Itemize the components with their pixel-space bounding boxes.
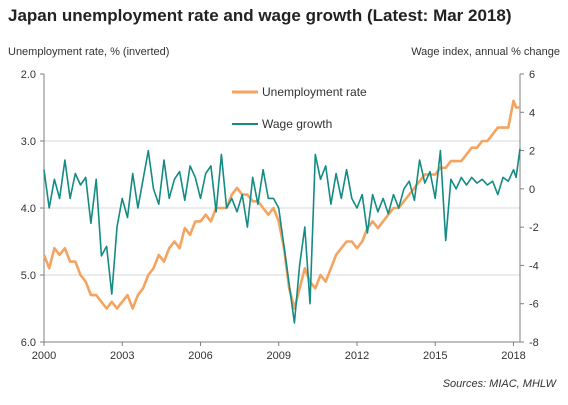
left-tick-label: 4.0 <box>21 203 36 215</box>
x-tick-label: 2015 <box>423 350 447 362</box>
legend-label-wage: Wage growth <box>262 117 332 131</box>
source-note: Sources: MIAC, MHLW <box>442 378 556 390</box>
x-tick-label: 2012 <box>345 350 369 362</box>
left-tick-label: 3.0 <box>21 136 36 148</box>
right-tick-label: -6 <box>529 299 539 311</box>
right-tick-label: 0 <box>529 184 535 196</box>
right-tick-label: 6 <box>529 69 535 81</box>
chart-title: Japan unemployment rate and wage growth … <box>8 6 512 25</box>
legend-label-unemployment: Unemployment rate <box>262 85 367 99</box>
right-axis-label: Wage index, annual % change <box>411 46 560 58</box>
x-tick-label: 2009 <box>266 350 290 362</box>
right-tick-label: -4 <box>529 260 539 272</box>
wage-growth-line <box>43 148 521 324</box>
left-axis-label: Unemployment rate, % (inverted) <box>8 46 170 58</box>
right-tick-label: -2 <box>529 222 539 234</box>
left-tick-label: 2.0 <box>21 69 36 81</box>
x-tick-label: 2000 <box>32 350 56 362</box>
right-tick-label: 4 <box>529 107 535 119</box>
x-tick-label: 2003 <box>110 350 134 362</box>
left-tick-label: 5.0 <box>21 270 36 282</box>
x-tick-label: 2018 <box>501 350 525 362</box>
left-tick-label: 6.0 <box>21 337 36 349</box>
right-tick-label: -8 <box>529 337 539 349</box>
right-tick-label: 2 <box>529 146 535 158</box>
x-tick-label: 2006 <box>188 350 212 362</box>
